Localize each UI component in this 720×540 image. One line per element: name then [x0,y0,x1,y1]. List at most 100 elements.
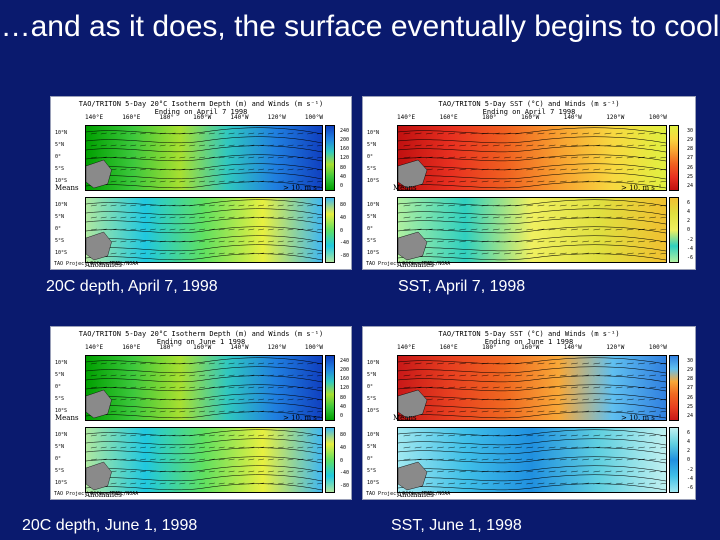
colorbar-tick: 40 [339,444,346,451]
latitude-label: 0° [367,154,374,160]
longitude-label: 140°W [563,344,582,351]
latitude-label: 10°N [367,202,380,208]
longitude-labels: 140°E 160°E 180° 160°W 140°W 120°W 100°W [397,344,667,351]
latitude-label: 5°N [55,214,65,220]
colorbar-tick: 4 [686,209,690,216]
latitude-labels-top: 10°N 5°N 0° 5°S 10°S [367,127,379,187]
colorbar-ticks-anomalies: 6 4 2 0 -2 -4 -6 [687,199,693,263]
latitude-label: 10°S [55,250,68,256]
longitude-label: 120°W [606,114,625,121]
latitude-label: 10°S [367,408,380,414]
colorbar-tick: 80 [339,432,346,438]
means-map [85,125,323,191]
colorbar-tick: 240 [339,128,349,134]
longitude-labels: 140°E 160°E 180° 160°W 140°W 120°W 100°W [397,114,667,121]
colorbar-tick: -6 [686,484,693,491]
latitude-label: 10°N [55,360,68,366]
colorbar-means [325,355,335,421]
credit: TAO Project Office/PMEL/NOAA [54,261,139,267]
colorbar-anomalies [325,197,335,263]
colorbar-tick: 27 [686,155,693,162]
colorbar-means [325,125,335,191]
colorbar-tick: 28 [686,146,693,153]
credit: TAO Project Office/PMEL/NOAA [54,491,139,497]
anomalies-map [397,427,667,493]
wind-scale-label: > 10. m s⁻¹ [283,414,324,422]
colorbar-tick: 29 [686,137,693,144]
depth-map-april: TAO/TRITON 5-Day 20°C Isotherm Depth (m)… [50,96,352,270]
latitude-label: 10°S [367,480,380,486]
colorbar-tick: -4 [686,245,693,252]
longitude-label: 100°W [304,344,323,351]
colorbar-tick: 25 [686,403,693,410]
latitude-label: 5°N [55,444,65,450]
colorbar-tick: 29 [686,367,693,374]
anomalies-label: Anomalies [85,491,122,499]
colorbar-ticks-means: 30 29 28 27 26 25 24 [687,127,693,191]
longitude-label: 160°W [193,344,212,351]
longitude-label: 100°W [648,114,667,121]
map-title: TAO/TRITON 5-Day 20°C Isotherm Depth (m)… [78,100,324,108]
wind-contours-means [86,127,322,189]
longitude-label: 180° [159,114,174,121]
latitude-label: 5°N [367,372,377,378]
means-map [397,355,667,421]
latitude-label: 0° [55,226,62,232]
longitude-label: 160°W [521,114,540,121]
wind-contours-anomalies [398,429,666,491]
anomalies-map [85,427,323,493]
means-label: Means [55,184,79,192]
means-label: Means [55,414,79,422]
slide-title: …and as it does, the surface eventually … [0,10,720,43]
longitude-label: 140°W [230,344,249,351]
colorbar-tick: 26 [686,394,693,401]
longitude-label: 140°E [85,344,104,351]
colorbar-tick: -80 [339,483,349,490]
anomalies-map [85,197,323,263]
colorbar-tick: 200 [339,367,349,374]
longitude-label: 140°E [85,114,104,121]
latitude-label: 10°N [367,130,380,136]
latitude-label: 5°N [367,444,377,450]
longitude-label: 180° [482,114,497,121]
colorbar-tick: 80 [339,394,346,401]
longitude-label: 120°W [267,344,286,351]
sst-map-june: TAO/TRITON 5-Day SST (°C) and Winds (m s… [362,326,696,500]
colorbar-anomalies [669,197,679,263]
caption-sst-april: SST, April 7, 1998 [398,278,526,295]
colorbar-tick: 24 [686,182,693,189]
latitude-label: 5°N [55,142,65,148]
latitude-label: 5°S [55,238,65,244]
latitude-label: 10°N [55,202,68,208]
anomalies-label: Anomalies [397,261,434,269]
latitude-label: 0° [55,456,62,462]
latitude-labels-bottom: 10°N 5°N 0° 5°S 10°S [55,429,67,489]
caption-sst-june: SST, June 1, 1998 [391,517,522,534]
longitude-label: 160°E [439,344,458,351]
colorbar-tick: -4 [686,475,693,482]
colorbar-tick: 6 [686,200,690,206]
longitude-label: 140°W [230,114,249,121]
latitude-label: 0° [55,154,62,160]
map-subtitle: Ending on June 1 1998 [484,338,574,346]
map-subtitle: Ending on April 7 1998 [154,108,248,116]
colorbar-tick: 40 [339,214,346,221]
latitude-label: 0° [55,384,62,390]
latitude-label: 5°S [55,468,65,474]
latitude-label: 5°S [367,468,377,474]
colorbar-tick: 240 [339,358,349,364]
latitude-labels-top: 10°N 5°N 0° 5°S 10°S [367,357,379,417]
colorbar-ticks-anomalies: 80 40 0 -40 -80 [340,429,349,493]
sst-map-april: TAO/TRITON 5-Day SST (°C) and Winds (m s… [362,96,696,270]
colorbar-ticks-anomalies: 80 40 0 -40 -80 [340,199,349,263]
colorbar-tick: 2 [686,218,690,225]
map-subtitle: Ending on June 1 1998 [156,338,246,346]
longitude-label: 160°E [439,114,458,121]
anomalies-label: Anomalies [85,261,122,269]
colorbar-means [669,355,679,421]
colorbar-ticks-means: 240 200 160 120 80 40 0 [340,127,349,191]
depth-map-june: TAO/TRITON 5-Day 20°C Isotherm Depth (m)… [50,326,352,500]
latitude-label: 5°S [55,396,65,402]
caption-depth-june: 20C depth, June 1, 1998 [22,517,198,534]
wind-contours-means [86,357,322,419]
